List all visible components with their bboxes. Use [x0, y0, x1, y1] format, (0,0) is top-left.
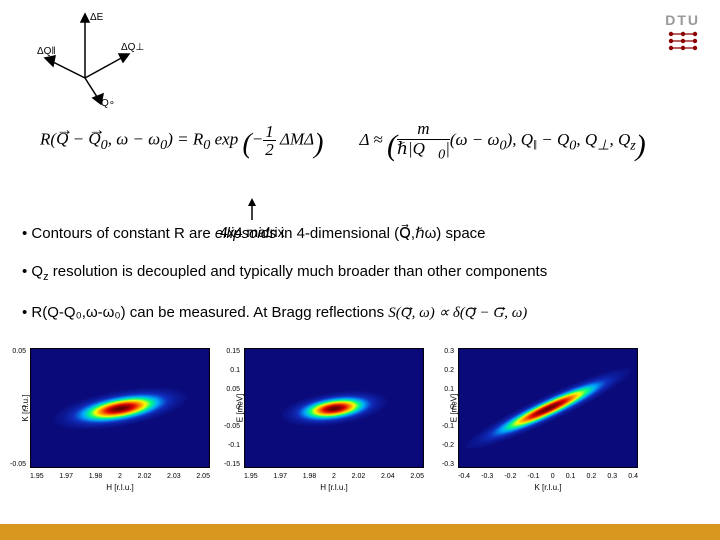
plot-hk: 0.050-0.05 1.951.971.9822.022.032.05 K […: [30, 348, 210, 468]
axis-label-dE: ΔE: [90, 12, 104, 23]
xticks-2: 1.951.971.9822.022.042.05: [244, 473, 424, 480]
formula-row: R(Q→ − Q→0, ω − ω0) = R0 exp (−12 ΔMΔ) Δ…: [40, 120, 700, 163]
delta-vector-formula: Δ ≈ (mℏ|Q⃗0|(ω − ω0), Q‖ − Q0, Q⊥, Qz): [359, 120, 645, 163]
xlabel-1: H [r.l.u.]: [106, 483, 134, 492]
plot-ke: 0.30.20.10-0.1-0.2-0.3 -0.4-0.3-0.2-0.10…: [458, 348, 638, 468]
plot-canvas-3: [458, 348, 638, 468]
xticks-3: -0.4-0.3-0.2-0.100.10.20.30.4: [458, 473, 638, 480]
axis-label-Qa: Q∘: [101, 98, 115, 108]
resolution-function-formula: R(Q→ − Q→0, ω − ω0) = R0 exp (−12 ΔMΔ): [40, 123, 323, 160]
xticks-1: 1.951.971.9822.022.032.05: [30, 473, 210, 480]
ylabel-1: K [r.l.u.]: [21, 394, 30, 421]
footer-bar: [0, 524, 720, 540]
ylabel-2: E [meV]: [236, 394, 245, 422]
bullet-list: • Contours of constant R are ellipsoids …: [22, 224, 698, 341]
axis-label-dQpar: ΔQ‖: [37, 46, 56, 57]
bullet-1: • Contours of constant R are ellipsoids …: [22, 224, 698, 244]
bragg-formula: S(Q→, ω) ∝ δ(Q→ − G→, ω): [388, 305, 527, 321]
xlabel-2: H [r.l.u.]: [320, 483, 348, 492]
xlabel-3: K [r.l.u.]: [534, 483, 561, 492]
dtu-logo: DTU: [665, 12, 700, 57]
axes-sketch: ΔE ΔQ⊥ ΔQ‖ Q∘: [35, 8, 145, 113]
logo-pattern: [665, 30, 700, 57]
bullet-2: • Qz resolution is decoupled and typical…: [22, 262, 698, 285]
plot-canvas-2: [244, 348, 424, 468]
plot-he: 0.150.10.050-0.05-0.1-0.15 1.951.971.982…: [244, 348, 424, 468]
logo-text: DTU: [665, 12, 700, 28]
resolution-ellipsoid-plots: 0.050-0.05 1.951.971.9822.022.032.05 K […: [30, 348, 638, 468]
ylabel-3: E [meV]: [450, 394, 459, 422]
axis-label-dQperp: ΔQ⊥: [121, 42, 144, 53]
bullet-3: • R(Q-Q₀,ω-ω₀) can be measured. At Bragg…: [22, 303, 698, 323]
plot-canvas-1: [30, 348, 210, 468]
